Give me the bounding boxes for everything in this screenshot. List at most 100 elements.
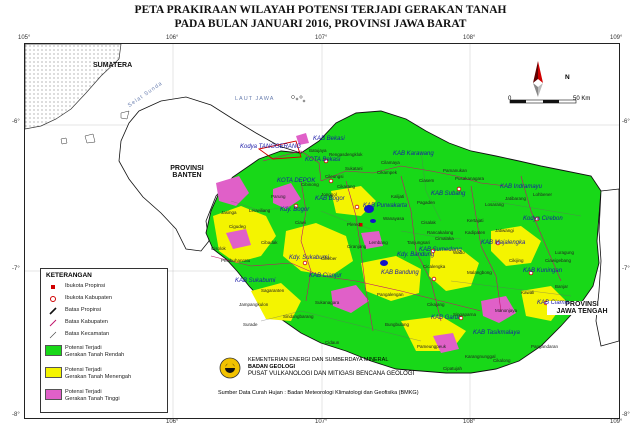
high-potential-swatch — [45, 389, 62, 400]
kec-label: Banjar — [555, 284, 569, 289]
kec-label: Cicalengka — [423, 264, 446, 269]
kab-label: Kdy. Sukabumi — [289, 255, 329, 261]
kec-label: Cilamaya — [381, 160, 400, 165]
kec-label: Cibeber — [321, 256, 337, 261]
kec-label: Cikalong — [493, 358, 511, 363]
kab-label: KAB Tasikmalaya — [473, 330, 520, 336]
lat-tick-minus7-right: -7° — [622, 266, 630, 272]
kab-label: Kodya TANGGERANG — [240, 144, 301, 150]
kab-label: KAB Cianjur — [309, 273, 342, 279]
label-laut-jawa: LAUT JAWA — [235, 96, 275, 102]
kab-label: KAB Purwakarta — [363, 203, 408, 209]
kec-label: Pelabuhanratu — [221, 258, 251, 263]
kec-label: Ciasem — [419, 178, 435, 183]
kec-label: Cikijing — [509, 258, 524, 263]
kec-label: Cisalak — [421, 220, 436, 225]
legend-item-batas-kabupaten: Batas Kabupaten — [45, 319, 108, 330]
kec-label: Plered — [347, 222, 361, 227]
kec-label: Lohbener — [533, 192, 553, 197]
label-provinsi-jawa-tengah: PROVINSI JAWA TENGAH — [547, 301, 617, 315]
kab-label: KAB Bekasi — [313, 136, 345, 142]
north-arrow-icon — [533, 61, 543, 97]
provincial-capital-icon — [51, 285, 55, 289]
kec-label: Cimalaka — [435, 236, 454, 241]
institution-line2: BADAN GEOLOGI — [248, 364, 296, 370]
kabupaten-borders — [210, 150, 562, 332]
kec-label: Cigudeg — [229, 224, 246, 229]
regency-border-icon — [49, 319, 57, 327]
lon-tick-107: 107° — [315, 35, 328, 41]
kec-label: Kadipaten — [465, 230, 486, 235]
kec-label: Jasinga — [221, 210, 237, 215]
kec-label: Ciranjang — [347, 244, 367, 249]
kec-label: Karangnunggal — [465, 354, 496, 359]
lon-tick-105: 105° — [18, 35, 31, 41]
lon-tick-106-bottom: 106° — [166, 419, 179, 425]
kab-label: KOTA DEPOK — [277, 178, 316, 184]
lat-tick-minus8: -8° — [12, 412, 20, 418]
kab-label: KAB Garut — [431, 315, 460, 321]
kec-label: Kawali — [521, 290, 535, 295]
city-markers — [293, 158, 549, 321]
legend-item-ibukota-kabupaten: Ibukota Kabupaten — [45, 295, 112, 306]
kec-label: Batujaya — [309, 148, 327, 153]
kec-label: Cikampek — [377, 170, 398, 175]
data-source-note: Sumber Data Curah Hujan : Badan Meteorol… — [218, 390, 419, 396]
kec-label: Rancakalong — [427, 230, 454, 235]
kab-label: KOTA Bekasi — [305, 157, 341, 163]
kab-label: KAB Kuningan — [523, 268, 563, 274]
lat-tick-minus6: -6° — [12, 119, 20, 125]
kec-label: Singaparna — [453, 312, 477, 317]
regency-capital-icon — [50, 296, 56, 302]
lon-tick-108: 108° — [463, 35, 476, 41]
kec-label: Bungbulang — [385, 322, 410, 327]
kab-label: KAB Karawang — [393, 151, 434, 157]
institution-line1: KEMENTERIAN ENERGI DAN SUMBERDAYA MINERA… — [248, 357, 389, 363]
tangerang-border — [257, 140, 302, 160]
kab-label: Kdy. Bogor — [280, 207, 310, 213]
legend: KETERANGAN Ibukota Propinsi Ibukota Kabu… — [40, 268, 168, 413]
kec-label: Pameungpeuk — [417, 344, 447, 349]
kec-label: Wanayasa — [383, 216, 405, 221]
high-potential-areas — [216, 133, 516, 353]
lat-tick-minus8-right: -8° — [622, 412, 630, 418]
kec-label: Parung — [271, 194, 286, 199]
lon-tick-109-bottom: 109° — [610, 419, 623, 425]
kec-label: Kalijati — [391, 194, 405, 199]
kec-label: Lembang — [369, 240, 388, 245]
kab-label: Kodya Cirebon — [523, 216, 563, 222]
kec-label: Rengasdengklok — [329, 152, 363, 157]
map-title-line2: PADA BULAN JANUARI 2016, PROVINSI JAWA B… — [174, 18, 467, 30]
kab-label: KAB Majalengka — [481, 240, 526, 246]
kec-label: Sindangbarang — [283, 314, 314, 319]
kab-label: KAB Sumedang — [419, 247, 462, 253]
kec-label: Pangandaran — [531, 344, 559, 349]
kec-label: Cikajang — [427, 302, 445, 307]
scale-bar-start: 0 — [508, 96, 512, 102]
kec-label: Wado — [453, 250, 465, 255]
reservoir-water-bodies — [364, 205, 388, 266]
kec-label: Jatiwangi — [495, 228, 514, 233]
lon-tick-106: 106° — [166, 35, 179, 41]
kec-label: Manonjaya — [495, 308, 518, 313]
lat-tick-minus6-right: -6° — [622, 119, 630, 125]
kec-label: Pusakanagara — [455, 176, 485, 181]
kec-label: Cisolok — [211, 246, 226, 251]
kec-label: Pamanukan — [443, 168, 468, 173]
small-islands — [60, 95, 306, 145]
kec-label: Surade — [243, 322, 258, 327]
legend-item-batas-propinsi: Batas Propinsi — [45, 307, 101, 318]
low-potential-swatch — [45, 345, 62, 356]
label-sumatera: SUMATERA — [93, 62, 133, 69]
legend-item-batas-kecamatan: Batas Kecamatan — [45, 331, 109, 342]
label-provinsi-banten: PROVINSI BANTEN — [170, 165, 204, 179]
kab-label: KAB Sukabumi — [235, 278, 276, 284]
legend-title: KETERANGAN — [46, 272, 92, 279]
kec-label: Pagaden — [417, 200, 436, 205]
legend-item-ibukota-propinsi: Ibukota Propinsi — [45, 283, 105, 294]
district-border-icon — [49, 331, 57, 339]
kec-label: Cileungsi — [325, 174, 344, 179]
kec-label: Cikarang — [337, 184, 356, 189]
scale-bar — [509, 99, 577, 104]
kec-label: Cibinong — [301, 182, 319, 187]
